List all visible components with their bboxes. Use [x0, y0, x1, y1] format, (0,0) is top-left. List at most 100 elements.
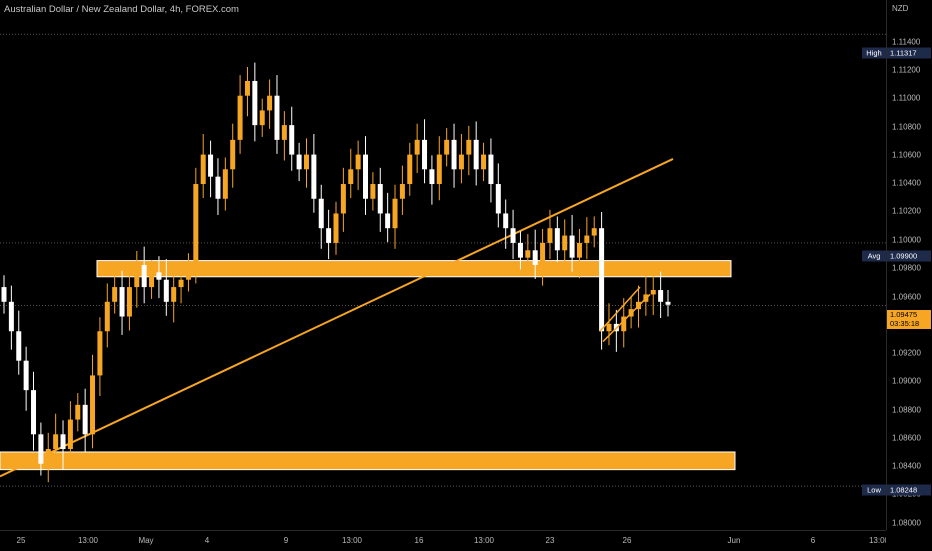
- candle-body: [363, 154, 369, 199]
- price-tick-label: 1.09600: [892, 292, 921, 302]
- candle-body: [281, 125, 287, 140]
- candle-body: [422, 139, 428, 170]
- candle-body: [429, 169, 435, 185]
- candle-body: [503, 213, 509, 229]
- candle-body: [414, 139, 420, 155]
- candle-body: [141, 265, 147, 288]
- candle-body: [547, 228, 553, 243]
- current-price: 1.09475: [887, 310, 931, 320]
- candle-body: [134, 265, 140, 288]
- candle-body: [230, 139, 236, 170]
- candle-body: [532, 250, 538, 265]
- candle-body: [488, 154, 494, 185]
- time-tick-label: 23: [545, 536, 555, 545]
- price-chart[interactable]: [0, 0, 886, 530]
- candle-body: [311, 154, 317, 199]
- candle-body: [90, 375, 96, 435]
- candle-body: [126, 287, 132, 317]
- candle-body: [60, 434, 66, 450]
- high-label: High: [862, 47, 886, 59]
- candle-body: [407, 154, 413, 185]
- price-tick-label: 1.11000: [892, 93, 921, 103]
- price-tick-label: 1.10400: [892, 178, 921, 188]
- candle-body: [16, 331, 22, 361]
- price-tick-label: 1.11400: [892, 37, 921, 47]
- candle-body: [562, 235, 568, 251]
- ascending-trendline: [0, 158, 674, 478]
- avg-label: Avg: [862, 250, 886, 262]
- candle-body: [318, 198, 324, 229]
- candle-body: [259, 110, 265, 126]
- candle-body: [481, 154, 487, 170]
- time-tick-label: 13:00: [77, 536, 99, 545]
- price-tick-label: 1.10600: [892, 150, 921, 160]
- candle-body: [193, 184, 199, 265]
- candle-body: [458, 154, 464, 170]
- currency-label: NZD: [892, 4, 909, 13]
- candle-body: [540, 242, 546, 265]
- candle-body: [1, 287, 7, 302]
- candle-body: [289, 125, 295, 155]
- axis-corner: [886, 530, 932, 550]
- candle-body: [392, 198, 398, 229]
- candle-body: [67, 419, 73, 450]
- candle-body: [149, 272, 155, 288]
- price-tick-label: 1.10000: [892, 235, 921, 245]
- candle-body: [38, 434, 44, 464]
- candle-body: [658, 290, 664, 302]
- time-tick-label: 25: [16, 536, 26, 545]
- candle-body: [606, 323, 612, 332]
- candle-body: [495, 184, 501, 214]
- candle-body: [97, 331, 103, 376]
- candle-body: [584, 235, 590, 243]
- candle-body: [399, 184, 405, 199]
- price-tick-label: 1.11200: [892, 65, 921, 75]
- countdown-timer: 03:35:18: [887, 319, 931, 329]
- candle-body: [112, 287, 118, 302]
- avg-value: 1.09900: [887, 250, 931, 262]
- candle-body: [348, 169, 354, 185]
- candle-body: [237, 95, 243, 140]
- time-tick-label: 26: [622, 536, 632, 545]
- candle-body: [82, 404, 88, 435]
- time-tick-label: 6: [810, 536, 816, 545]
- candle-body: [525, 250, 531, 258]
- candle-body: [510, 228, 516, 243]
- price-tick-label: 1.08800: [892, 405, 921, 415]
- candle-body: [163, 279, 169, 302]
- candle-body: [451, 139, 457, 170]
- candle-body: [517, 242, 523, 258]
- candle-body: [436, 154, 442, 185]
- candle-body: [200, 154, 206, 185]
- candle-body: [466, 139, 472, 155]
- chart-canvas[interactable]: [0, 0, 886, 530]
- time-axis[interactable]: [0, 530, 886, 551]
- candle-body: [252, 80, 258, 126]
- candle-body: [208, 154, 214, 177]
- candle-body: [621, 316, 627, 332]
- price-axis[interactable]: [886, 0, 932, 530]
- candle-body: [599, 228, 605, 332]
- chart-title: Australian Dollar / New Zealand Dollar, …: [4, 4, 239, 15]
- candle-body: [31, 390, 37, 435]
- time-tick-label: 4: [204, 536, 210, 545]
- candle-body: [274, 95, 280, 140]
- candle-body: [23, 360, 29, 391]
- candle-body: [8, 301, 14, 332]
- candle-body: [156, 272, 162, 280]
- candle-body: [244, 80, 250, 96]
- candle-body: [326, 228, 332, 243]
- price-tick-label: 1.08400: [892, 461, 921, 471]
- candle-body: [53, 434, 59, 450]
- candle-body: [444, 139, 450, 155]
- candle-body: [75, 404, 81, 420]
- time-tick-label: 13:00: [473, 536, 495, 545]
- candle-body: [215, 176, 221, 199]
- time-tick-label: May: [138, 536, 154, 545]
- time-tick-label: 9: [283, 536, 289, 545]
- price-tick-label: 1.09000: [892, 376, 921, 386]
- candle-body: [385, 213, 391, 229]
- high-value: 1.11317: [887, 47, 931, 59]
- price-tick-label: 1.10200: [892, 206, 921, 216]
- time-tick-label: 16: [414, 536, 424, 545]
